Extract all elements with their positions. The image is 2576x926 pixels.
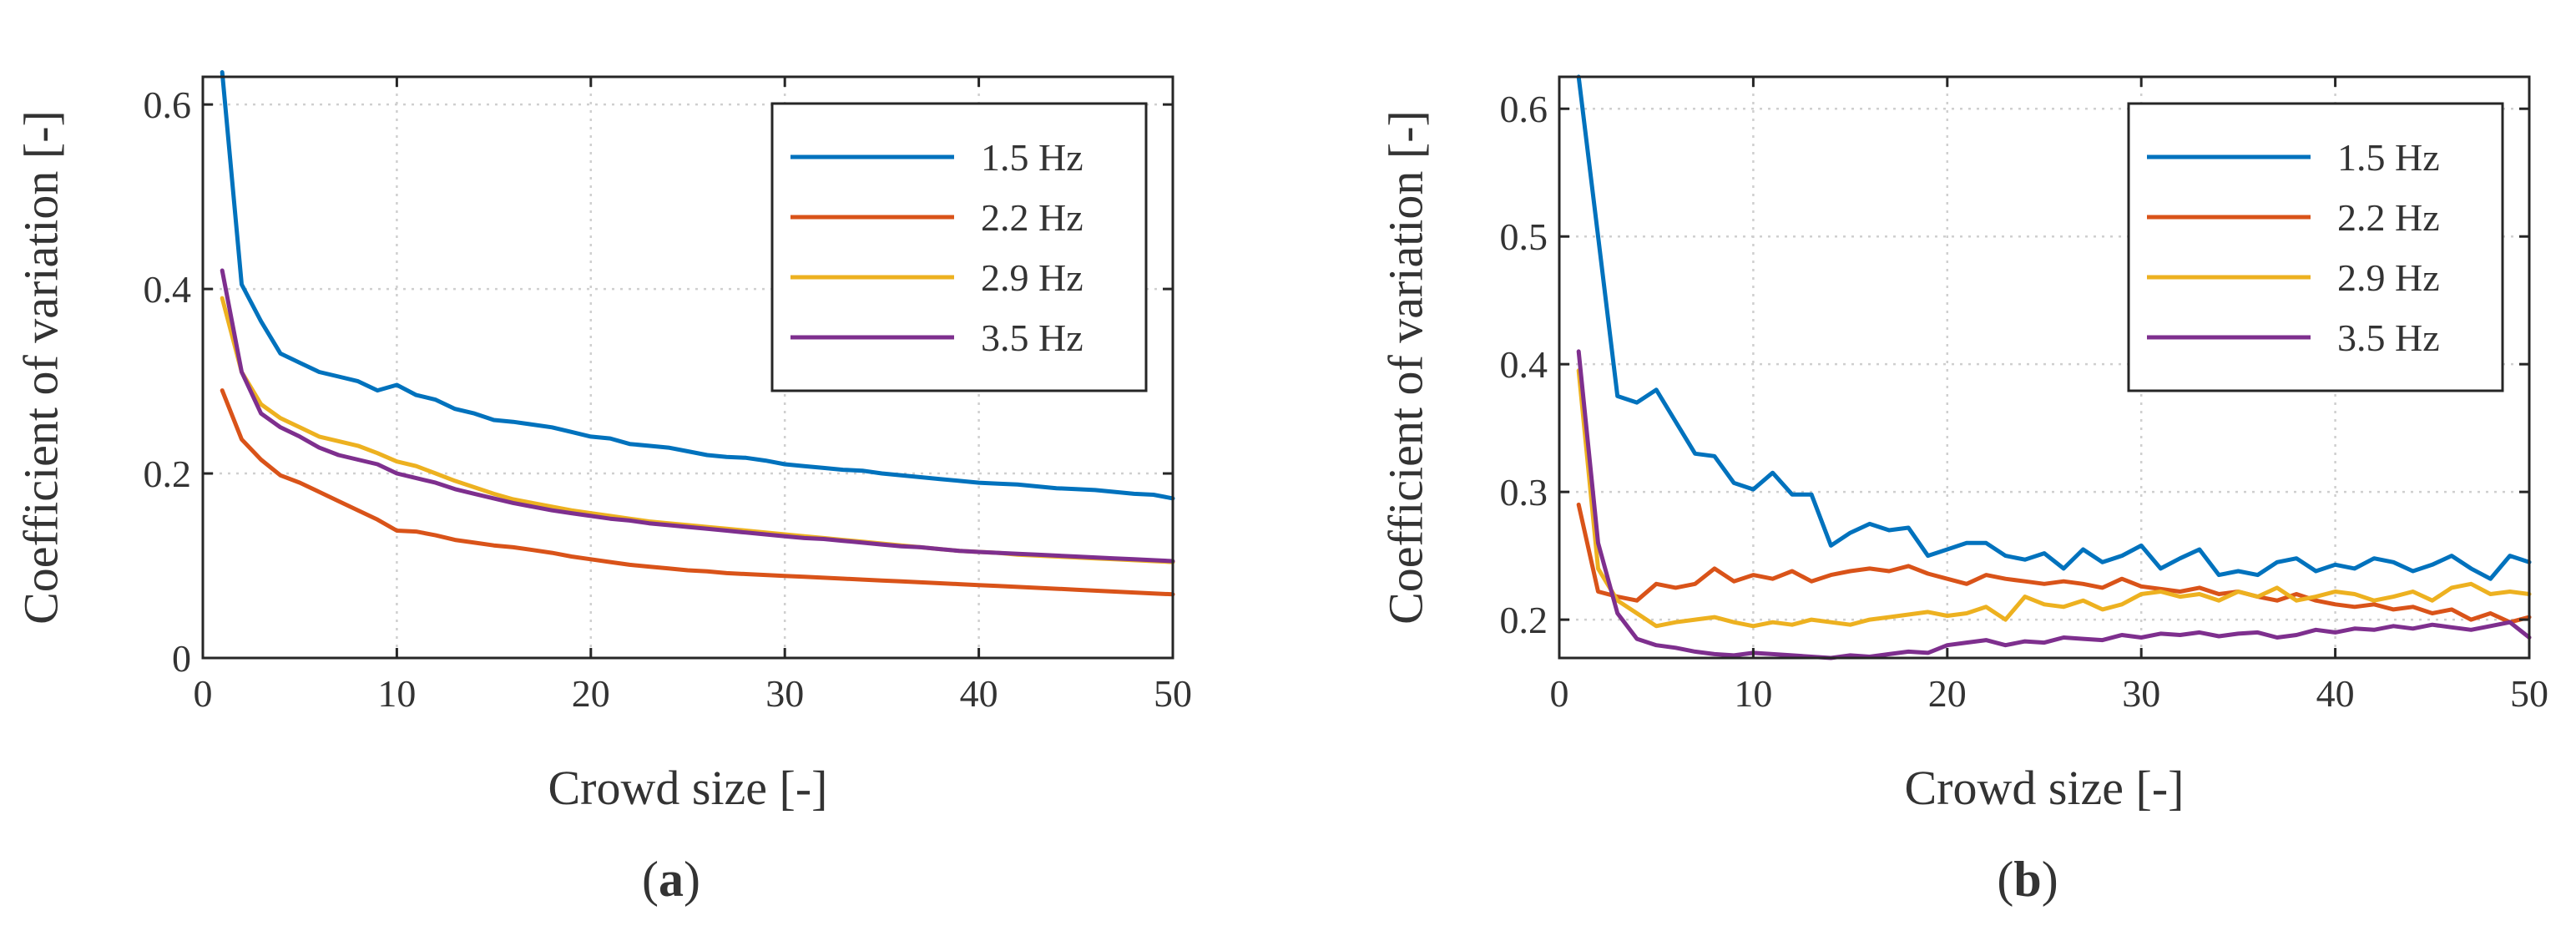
x-tick-label: 0 xyxy=(1550,672,1569,715)
legend: 1.5 Hz 2.2 Hz 2.9 Hz 3.5 Hz xyxy=(2127,102,2504,392)
axes-box xyxy=(201,75,1174,660)
panel-label-letter: a xyxy=(659,852,684,907)
y-tick-label: 0.4 xyxy=(1500,343,1548,386)
series-line-2-9-Hz xyxy=(1576,368,2532,629)
panel-label-letter: b xyxy=(2013,852,2041,907)
legend-box xyxy=(2127,102,2504,392)
x-axis-label: Crowd size [-] xyxy=(548,761,827,815)
x-axis-label: Crowd size [-] xyxy=(1904,761,2184,815)
x-tick-label: 50 xyxy=(1154,672,1192,715)
legend: 1.5 Hz 2.2 Hz 2.9 Hz 3.5 Hz xyxy=(770,102,1148,392)
x-tick-label: 20 xyxy=(1928,672,1967,715)
series-line-2-2-Hz xyxy=(220,388,1175,597)
panel-label-close: ) xyxy=(684,852,700,907)
series-line-3-5-Hz xyxy=(1576,349,2532,660)
panel-a: 0 10 20 30 40 50 0 0.2 0.4 0.6 Crowd size [-] Coeff… xyxy=(13,70,1192,907)
legend-entry: 3.5 Hz xyxy=(981,316,1083,359)
legend-entry: 1.5 Hz xyxy=(981,136,1083,179)
x-tick-label: 30 xyxy=(765,672,804,715)
panel-label-close: ) xyxy=(2042,852,2058,907)
series-line-3-5-Hz xyxy=(220,268,1175,564)
y-tick-label: 0.6 xyxy=(144,83,192,126)
legend-entry: 1.5 Hz xyxy=(2337,136,2440,179)
x-tick-label: 50 xyxy=(2510,672,2548,715)
legend-entry: 2.9 Hz xyxy=(2337,256,2440,299)
x-tick-label: 20 xyxy=(572,672,610,715)
x-tick-label: 40 xyxy=(2316,672,2355,715)
y-tick-label: 0.3 xyxy=(1500,471,1548,514)
y-axis-label: Coefficient of variation [-] xyxy=(1378,110,1432,625)
y-tick-label: 0.2 xyxy=(144,453,192,495)
panel-label: (b) xyxy=(1997,852,2058,907)
series-line-1-5-Hz xyxy=(1576,74,2532,581)
x-tick-label: 30 xyxy=(2122,672,2160,715)
x-tick-label: 40 xyxy=(960,672,998,715)
y-tick-label: 0.2 xyxy=(1500,599,1548,641)
legend-entry: 2.2 Hz xyxy=(981,196,1083,239)
x-tick-label: 10 xyxy=(1734,672,1772,715)
legend-entry: 2.2 Hz xyxy=(2337,196,2440,239)
y-tick-label: 0 xyxy=(172,637,191,680)
axes-box xyxy=(1558,75,2531,660)
legend-entry: 3.5 Hz xyxy=(2337,316,2440,359)
y-tick-label: 0.5 xyxy=(1500,215,1548,258)
panel-label: (a) xyxy=(642,852,700,907)
legend-box xyxy=(770,102,1148,392)
y-axis-label: Coefficient of variation [-] xyxy=(13,110,68,625)
panel-label-open: ( xyxy=(642,852,659,907)
y-tick-label: 0.6 xyxy=(1500,88,1548,130)
series-line-1-5-Hz xyxy=(220,70,1175,501)
legend-entry: 2.9 Hz xyxy=(981,256,1083,299)
series-line-2-2-Hz xyxy=(1576,502,2532,625)
panel-b: 0 10 20 30 40 50 0.2 0.3 0.4 0.5 0.6 Crowd size [-]… xyxy=(1378,74,2548,907)
panel-label-open: ( xyxy=(1997,852,2013,907)
x-tick-label: 10 xyxy=(377,672,416,715)
y-tick-label: 0.4 xyxy=(144,268,192,311)
x-tick-label: 0 xyxy=(194,672,213,715)
